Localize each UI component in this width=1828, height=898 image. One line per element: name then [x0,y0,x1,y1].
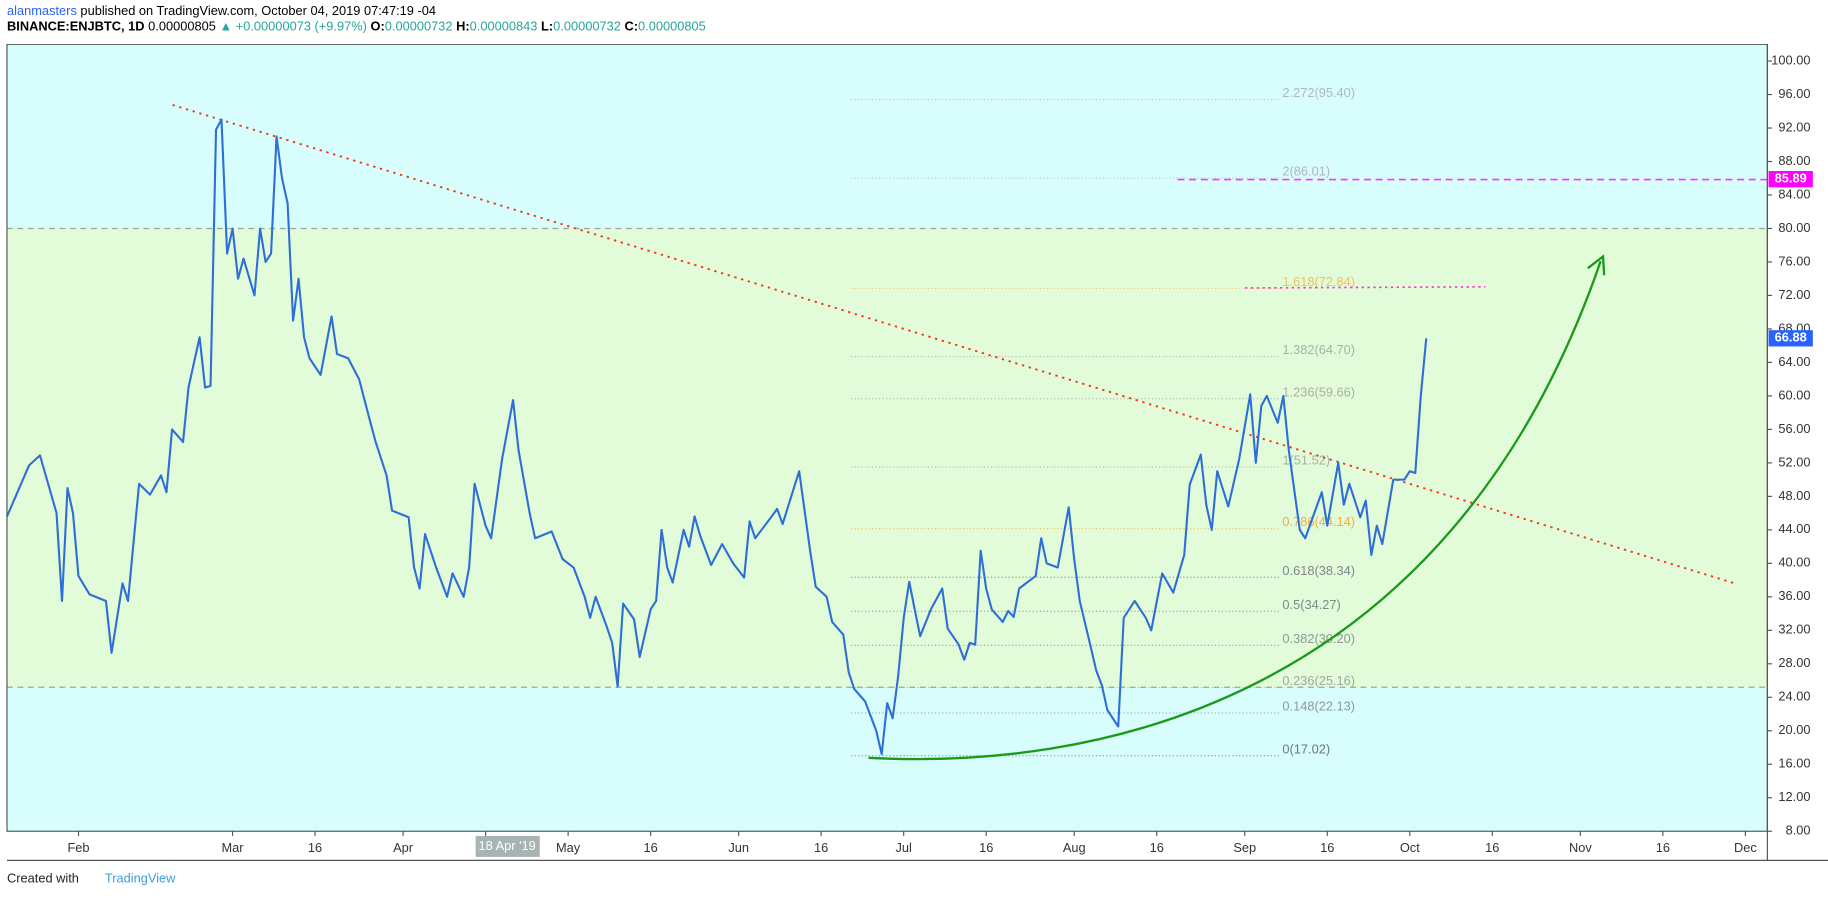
fib-label: 0.148(22.13) [1282,699,1355,714]
h: 0.00000843 [469,19,538,34]
x-tick-label: 16 [1485,840,1499,855]
fib-levels: 2.272(95.40) 2(86.01) 1.618(72.84) 1.382(64… [851,85,1355,757]
y-tick-label: 44.00 [1778,521,1810,536]
x-tick-label: 16 [308,840,322,855]
fib-label: 0.5(34.27) [1282,597,1340,612]
x-tick-label: Jun [728,840,749,855]
price-tag-label: 66.88 [1775,330,1807,345]
chart: 2.272(95.40) 2(86.01) 1.618(72.84) 1.382(64… [6,44,1828,885]
fib-label: 0.382(30.20) [1282,631,1355,646]
fib-target-line [1245,285,1486,289]
fib-label: 0.786(44.14) [1282,514,1355,529]
y-tick-label: 76.00 [1778,253,1810,268]
y-tick-label: 12.00 [1778,789,1810,804]
fib-label: 0(17.02) [1282,741,1330,756]
y-tick-label: 20.00 [1778,722,1810,737]
x-tick-label: 16 [1656,840,1670,855]
c-label: C: [624,19,639,34]
y-tick-label: 52.00 [1778,454,1810,469]
l-label: L: [541,19,554,34]
x-tick-label: Dec [1734,840,1757,855]
y-tick-label: 80.00 [1778,220,1810,235]
y-tick-label: 36.00 [1778,588,1810,603]
arrow-head [1587,254,1606,276]
x-tick-label: 16 [644,840,658,855]
y-tick-label: 56.00 [1778,421,1810,436]
y-tick-label: 24.00 [1778,689,1810,704]
o: 0.00000732 [384,19,453,34]
curve-arrow [868,260,1602,761]
y-tick-label: 100.00 [1771,52,1810,67]
footer-brand[interactable]: TradingView [105,870,176,885]
y-tick-label: 16.00 [1778,756,1810,771]
ohlc-line: BINANCE:ENJBTC, 1D 0.00000805 ▲ +0.00000… [7,20,1828,35]
x-tick-label: 16 [1150,840,1164,855]
price-line [6,118,1428,756]
x-tick-label: Jul [895,840,911,855]
range-band [6,228,1768,688]
price: 0.00000805 [148,19,216,34]
h-label: H: [456,19,470,34]
y-tick-label: 72.00 [1778,287,1810,302]
x-tick-label: Oct [1400,840,1420,855]
y-tick-label: 64.00 [1778,354,1810,369]
y-tick-label: 96.00 [1778,86,1810,101]
author[interactable]: alanmasters [6,4,77,19]
y-tick-label: 8.00 [1786,823,1811,838]
l: 0.00000732 [553,19,621,34]
y-tick-label: 60.00 [1778,387,1810,402]
y-tick-label: 84.00 [1778,186,1810,201]
header: alanmasters published on TradingView.com… [0,0,1828,44]
symbol: BINANCE:ENJBTC, 1D [6,19,145,34]
fib-label: 2(86.01) [1282,164,1330,179]
x-tick-label: Aug [1063,840,1086,855]
y-tick-label: 92.00 [1778,119,1810,134]
fib-label: 1.382(64.70) [1282,342,1355,357]
y-tick-label: 40.00 [1778,555,1810,570]
x-tick-label: 16 [1320,840,1334,855]
footer-created: Created with [7,870,79,885]
price-tag [1768,171,1813,188]
y-tick-label: 32.00 [1778,622,1810,637]
fib-label: 1.236(59.66) [1282,384,1355,399]
publish-line: alanmasters published on TradingView.com… [7,5,1828,20]
change: ▲ +0.00000073 (+9.97%) [219,19,367,34]
o-label: O: [370,19,385,34]
y-tick-label: 28.00 [1778,655,1810,670]
crosshair-label: 18 Apr '19 [478,838,535,853]
x-tick-label: Feb [67,840,89,855]
plot [6,118,1428,756]
x-tick-label: Apr [393,840,414,855]
x-tick-label: Nov [1569,840,1592,855]
fib-label: 0.236(25.16) [1282,673,1355,688]
c: 0.00000805 [638,19,706,34]
x-tick-label: May [556,840,581,855]
fib-label: 2.272(95.40) [1282,85,1355,100]
y-tick-label: 88.00 [1778,153,1810,168]
x-tick-label: Mar [222,840,245,855]
fib-label: 1.618(72.84) [1282,274,1355,289]
crosshair-label-bg [475,835,540,857]
price-tag [1768,330,1813,347]
y-tick-label: 48.00 [1778,488,1810,503]
published: published on TradingView.com, October 04… [80,4,437,19]
x-tick-label: 16 [979,840,993,855]
price-tag-label: 85.89 [1775,171,1807,186]
fib-label: 0.618(38.34) [1282,563,1355,578]
axes: 8.00 12.00 16.00 20.00 24.00 28.00 32.00 36.00 4… [67,52,1813,857]
x-tick-label: Sep [1233,840,1256,855]
x-tick-label: 16 [814,840,828,855]
